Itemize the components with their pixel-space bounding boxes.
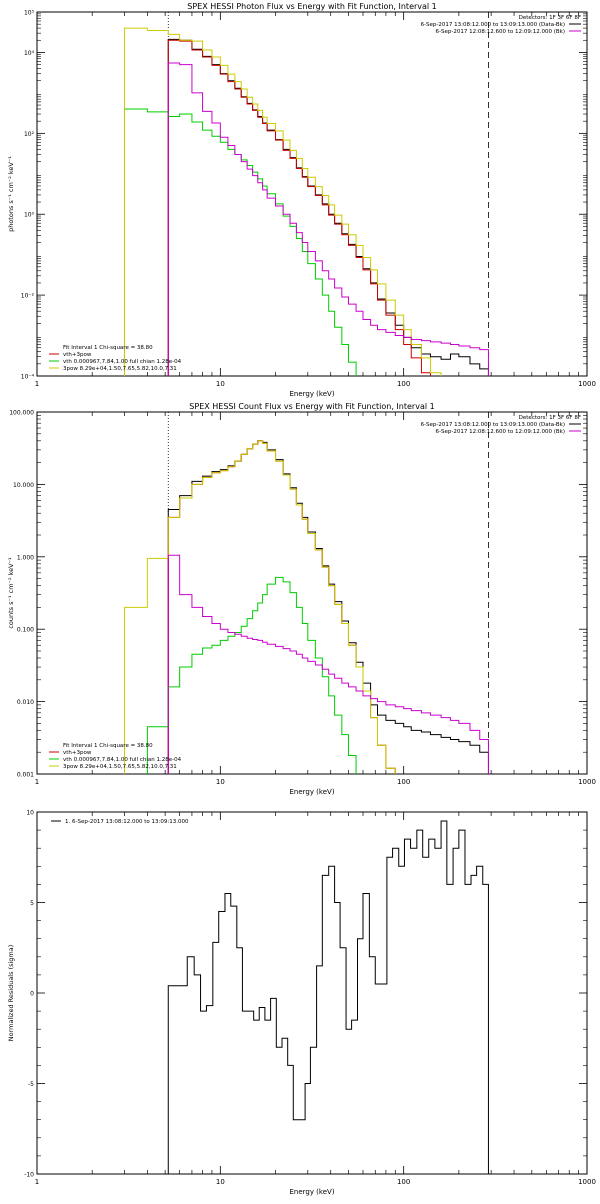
legend-entry: 3pow 8.29e+04,1.50,7.65,5.82,10.0,7.31 <box>63 366 177 372</box>
chart-panel-1: SPEX HESSI Photon Flux vs Energy with Fi… <box>7 2 596 398</box>
y-tick-label: 100.000 <box>9 410 34 417</box>
y-tick-label: 10² <box>24 131 35 138</box>
y-tick-label: -10 <box>24 1172 34 1179</box>
series-vth-3pow <box>167 440 405 774</box>
detectors-label: Detectors: 1F 3F 6F 8F <box>519 15 581 21</box>
detectors-label: Detectors: 1F 3F 6F 8F <box>519 415 581 421</box>
x-tick-label: 1000 <box>578 778 596 786</box>
y-tick-label: 1.000 <box>17 554 34 561</box>
x-tick-label: 1 <box>35 1178 39 1186</box>
y-axis-label: Normalized Residuals (sigma) <box>7 945 15 1042</box>
legend-entry: 6-Sep-2017 12:08:12.600 to 12:09:12.000 … <box>436 429 566 435</box>
series-residuals <box>167 820 489 1174</box>
x-tick-label: 10 <box>216 778 225 786</box>
x-tick-label: 1000 <box>578 380 596 388</box>
x-tick-label: 10 <box>216 380 225 388</box>
y-tick-label: 0.001 <box>17 772 34 779</box>
y-tick-label: 5 <box>30 900 34 907</box>
series-3pow <box>123 440 405 774</box>
legend-entry: vth 0.000967,7.84,1.00 full chian 1.28e-… <box>63 359 182 365</box>
chart-title: SPEX HESSI Count Flux vs Energy with Fit… <box>189 402 434 411</box>
y-tick-label: 0 <box>30 991 34 998</box>
legend-entry: 1. 6-Sep-2017 13:08:12.000 to 13:09:13.0… <box>65 819 189 825</box>
y-tick-label: 0.010 <box>17 699 34 706</box>
series-data-bk <box>167 440 489 774</box>
y-tick-label: 10⁰ <box>24 212 35 219</box>
y-axis-label: counts s⁻¹ cm⁻² keV⁻¹ <box>7 557 15 629</box>
y-tick-label: 10⁵ <box>24 10 35 17</box>
x-tick-label: 100 <box>397 778 410 786</box>
legend-entry: 3pow 8.29e+04,1.50,7.65,5.82,10.0,7.31 <box>63 764 177 770</box>
chart-panel-2: SPEX HESSI Count Flux vs Energy with Fit… <box>7 402 596 796</box>
x-axis-label: Energy (keV) <box>289 390 334 398</box>
x-axis-label: Energy (keV) <box>289 1188 334 1196</box>
chart-title: SPEX HESSI Photon Flux vs Energy with Fi… <box>187 2 437 11</box>
legend-entry: 6-Sep-2017 13:08:12.000 to 13:09:13.000 … <box>421 22 565 28</box>
plot-frame <box>36 411 588 775</box>
x-tick-label: 10 <box>216 1178 225 1186</box>
series-3pow <box>123 27 489 376</box>
x-tick-label: 100 <box>397 1178 410 1186</box>
legend-entry: 6-Sep-2017 13:08:12.000 to 13:09:13.000 … <box>421 422 565 428</box>
y-tick-label: 10.000 <box>13 482 34 489</box>
legend-entry: vth+3pow <box>63 750 92 756</box>
series-vth-3pow <box>167 39 489 376</box>
y-axis-label: photons s⁻¹ cm⁻² keV⁻¹ <box>7 156 15 232</box>
x-tick-label: 1000 <box>578 1178 596 1186</box>
series-vth <box>146 576 387 774</box>
y-tick-label: 10⁻⁴ <box>21 374 35 381</box>
series-bk <box>167 62 489 376</box>
series-vth <box>123 108 387 376</box>
plot-frame <box>36 11 588 377</box>
y-tick-label: -5 <box>28 1081 34 1088</box>
y-tick-label: 10⁻² <box>21 293 35 300</box>
legend-entry: vth+3pow <box>63 352 92 358</box>
legend-entry: 6-Sep-2017 12:08:12.600 to 12:09:12.000 … <box>436 29 566 35</box>
x-tick-label: 1 <box>35 380 39 388</box>
x-tick-label: 1 <box>35 778 39 786</box>
series-bk <box>167 554 489 774</box>
plot-frame <box>36 811 588 1175</box>
legend-entry: Fit Interval 1 Chi-square = 38.80 <box>63 743 153 749</box>
y-tick-label: 10 <box>26 810 34 817</box>
legend-entry: Fit Interval 1 Chi-square = 38.80 <box>63 345 153 351</box>
y-tick-label: 10⁴ <box>24 50 35 57</box>
x-axis-label: Energy (keV) <box>289 788 334 796</box>
y-tick-label: 0.100 <box>17 627 34 634</box>
series-data-bk <box>167 38 489 376</box>
chart-panel-3: 1 10 100 1000 -10 -5 0 5 10 Energy (keV) Normalize… <box>7 810 596 1197</box>
x-tick-label: 100 <box>397 380 410 388</box>
legend-entry: vth 0.000967,7.84,1.00 full chian 1.28e-… <box>63 757 182 763</box>
